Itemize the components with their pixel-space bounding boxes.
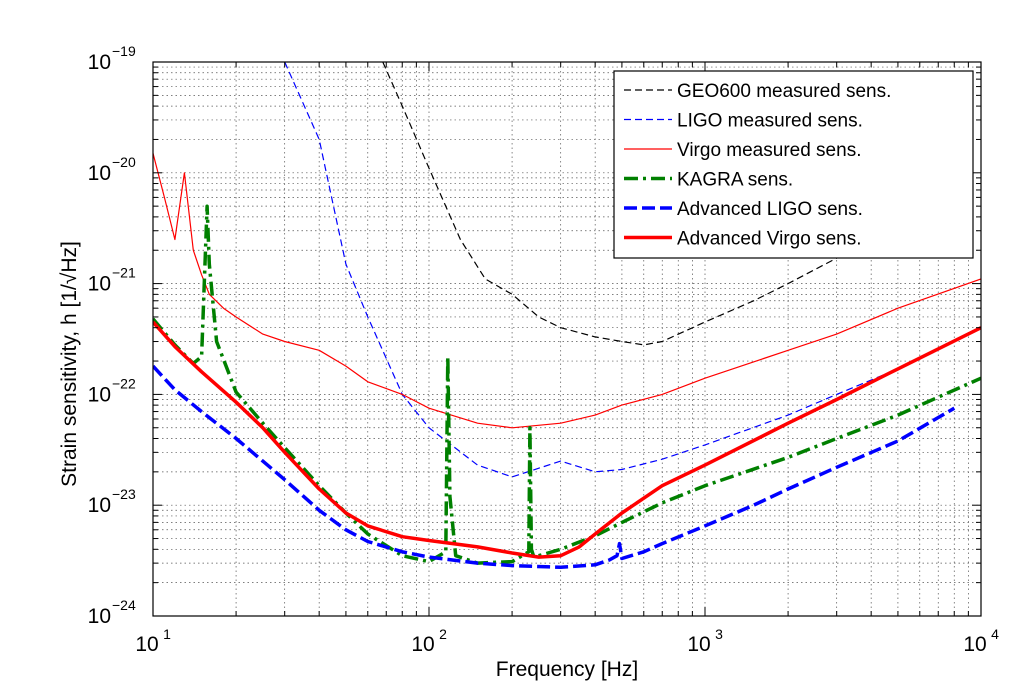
y-tick-label: 10 [88, 494, 111, 517]
series-line-5 [153, 364, 956, 570]
series-line-6 [153, 320, 981, 559]
plot-frame [152, 61, 982, 617]
x-tick-exponent: 1 [163, 626, 171, 642]
y-tick-exponent: −21 [112, 265, 136, 281]
legend-entry-label: KAGRA sens. [677, 170, 793, 191]
x-tick-exponent: 2 [439, 626, 447, 642]
x-axis-title: Frequency [Hz] [496, 658, 638, 681]
legend: GEO600 measured sens. LIGO measured sens.… [613, 70, 974, 259]
y-tick-label: 10 [88, 605, 111, 628]
x-tick-exponent: 3 [715, 626, 723, 642]
y-tick-label: 10 [88, 162, 111, 185]
y-tick-exponent: −24 [112, 597, 136, 613]
y-tick-exponent: −20 [112, 154, 136, 170]
series-line-3 [153, 153, 981, 429]
y-tick-label: 10 [88, 273, 111, 296]
x-tick-label: 10 [135, 633, 158, 656]
x-tick-label: 10 [411, 633, 434, 656]
y-tick-exponent: −23 [112, 486, 136, 502]
series-line-2 [284, 62, 939, 478]
x-tick-label: 10 [687, 633, 710, 656]
x-tick-exponent: 4 [991, 626, 999, 642]
legend-entry-label: Virgo measured sens. [677, 140, 861, 161]
series-line-4 [153, 204, 981, 565]
y-tick-exponent: −22 [112, 375, 136, 391]
y-tick-exponent: −19 [112, 43, 136, 59]
y-tick-label: 10 [88, 383, 111, 406]
legend-entry-label: LIGO measured sens. [677, 111, 863, 132]
y-tick-label: 10 [88, 51, 111, 74]
legend-box [613, 70, 974, 259]
legend-entry-label: Advanced LIGO sens. [677, 199, 863, 220]
legend-entry-label: Advanced Virgo sens. [677, 229, 862, 250]
y-axis-title: Strain sensitivity, h [1/√Hz] [58, 241, 81, 487]
legend-entry-label: GEO600 measured sens. [677, 81, 891, 102]
x-tick-labels: 10 1 10 2 10 3 10 4 [135, 626, 999, 656]
axis-ticks [152, 61, 982, 617]
series-line-1 [382, 62, 837, 346]
x-tick-label: 10 [963, 633, 986, 656]
